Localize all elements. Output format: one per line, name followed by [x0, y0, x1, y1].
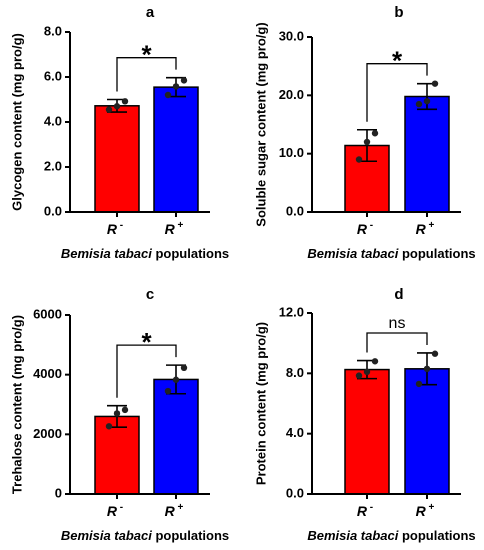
- y-tick-label: 0.0: [44, 203, 62, 218]
- data-point: [164, 91, 172, 99]
- data-point: [363, 368, 371, 376]
- x-tick-label: R -: [357, 502, 373, 519]
- panel-label: a: [146, 4, 155, 21]
- x-tick-label: R +: [165, 220, 184, 237]
- data-point: [172, 83, 180, 90]
- data-point: [121, 98, 129, 105]
- x-axis-label: Bemisia tabaci populations: [307, 246, 475, 261]
- bar: [404, 95, 450, 213]
- data-point: [371, 130, 379, 137]
- y-tick-label: 10.0: [279, 145, 304, 160]
- chart-panel-a: a Glycogen content (mg pro/g) 0.0 2.0 4.0 6.0…: [9, 4, 229, 261]
- data-point: [423, 97, 431, 105]
- bar: [344, 368, 390, 495]
- y-tick-label: 6.0: [44, 68, 62, 83]
- significance-bracket: [366, 63, 428, 122]
- data-point: [423, 365, 431, 373]
- data-point: [180, 77, 188, 84]
- significance-label: *: [141, 40, 152, 70]
- data-point: [121, 406, 129, 414]
- panel-label: b: [394, 4, 403, 21]
- x-axis-label: Bemisia tabaci populations: [61, 246, 229, 261]
- y-tick-label: 20.0: [279, 87, 304, 102]
- data-point: [431, 350, 439, 357]
- y-tick-label: 8.0: [44, 23, 62, 38]
- y-tick-label: 4.0: [44, 113, 62, 128]
- y-tick-label: 30.0: [279, 28, 304, 43]
- y-axis-label: Protein content (mg pro/g): [253, 322, 268, 485]
- data-point: [371, 358, 379, 365]
- x-tick-label: R +: [165, 502, 184, 519]
- data-point: [363, 138, 371, 146]
- y-tick-label: 4.0: [286, 425, 304, 440]
- y-tick-label: 12.0: [279, 304, 304, 319]
- y-axis-label: Soluble sugar content (mg pro/g): [253, 22, 268, 226]
- data-point: [113, 103, 121, 110]
- bar: [153, 378, 199, 495]
- x-tick-label: R -: [357, 220, 373, 237]
- y-tick-label: 0: [55, 485, 62, 500]
- bar: [404, 368, 450, 495]
- y-tick-label: 6000: [33, 306, 62, 321]
- y-tick-label: 4000: [33, 366, 62, 381]
- data-point: [105, 423, 113, 430]
- x-tick-label: R -: [107, 502, 123, 519]
- y-axis-label: Trehalose content (mg pro/g): [9, 315, 24, 494]
- significance-label: ns: [389, 315, 406, 332]
- data-point: [415, 380, 423, 388]
- significance-label: *: [141, 327, 152, 357]
- significance-bracket: [116, 344, 177, 398]
- panel-label: c: [146, 286, 154, 303]
- bar: [153, 86, 199, 213]
- y-tick-label: 0.0: [286, 485, 304, 500]
- significance-label: *: [392, 46, 403, 76]
- data-point: [355, 156, 363, 163]
- panel-label: d: [394, 286, 403, 303]
- y-tick-label: 2.0: [44, 158, 62, 173]
- data-point: [180, 364, 188, 372]
- data-point: [164, 387, 172, 395]
- bar: [94, 105, 140, 213]
- y-tick-label: 2000: [33, 426, 62, 441]
- data-point: [113, 410, 121, 417]
- chart-panel-c: c Trehalose content (mg pro/g) 0 2000 4000 60…: [9, 286, 229, 543]
- bar: [94, 415, 140, 495]
- x-axis-label: Bemisia tabaci populations: [307, 528, 475, 543]
- y-tick-label: 0.0: [286, 203, 304, 218]
- x-tick-label: R +: [416, 220, 435, 237]
- data-point: [105, 106, 113, 113]
- data-point: [172, 376, 180, 383]
- data-point: [355, 372, 363, 379]
- data-point: [431, 80, 439, 87]
- chart-panel-b: b Soluble sugar content (mg pro/g) 0.0 10.0…: [253, 4, 475, 261]
- x-tick-label: R +: [416, 502, 435, 519]
- significance-bracket: [116, 57, 177, 92]
- chart-panel-d: d Protein content (mg pro/g) 0.0 4.0 8.0 12.0…: [253, 286, 475, 543]
- x-tick-label: R -: [107, 220, 123, 237]
- y-axis-label: Glycogen content (mg pro/g): [9, 33, 24, 211]
- x-axis-label: Bemisia tabaci populations: [61, 528, 229, 543]
- significance-bracket: [366, 332, 428, 353]
- y-tick-label: 8.0: [286, 365, 304, 380]
- data-point: [415, 100, 423, 108]
